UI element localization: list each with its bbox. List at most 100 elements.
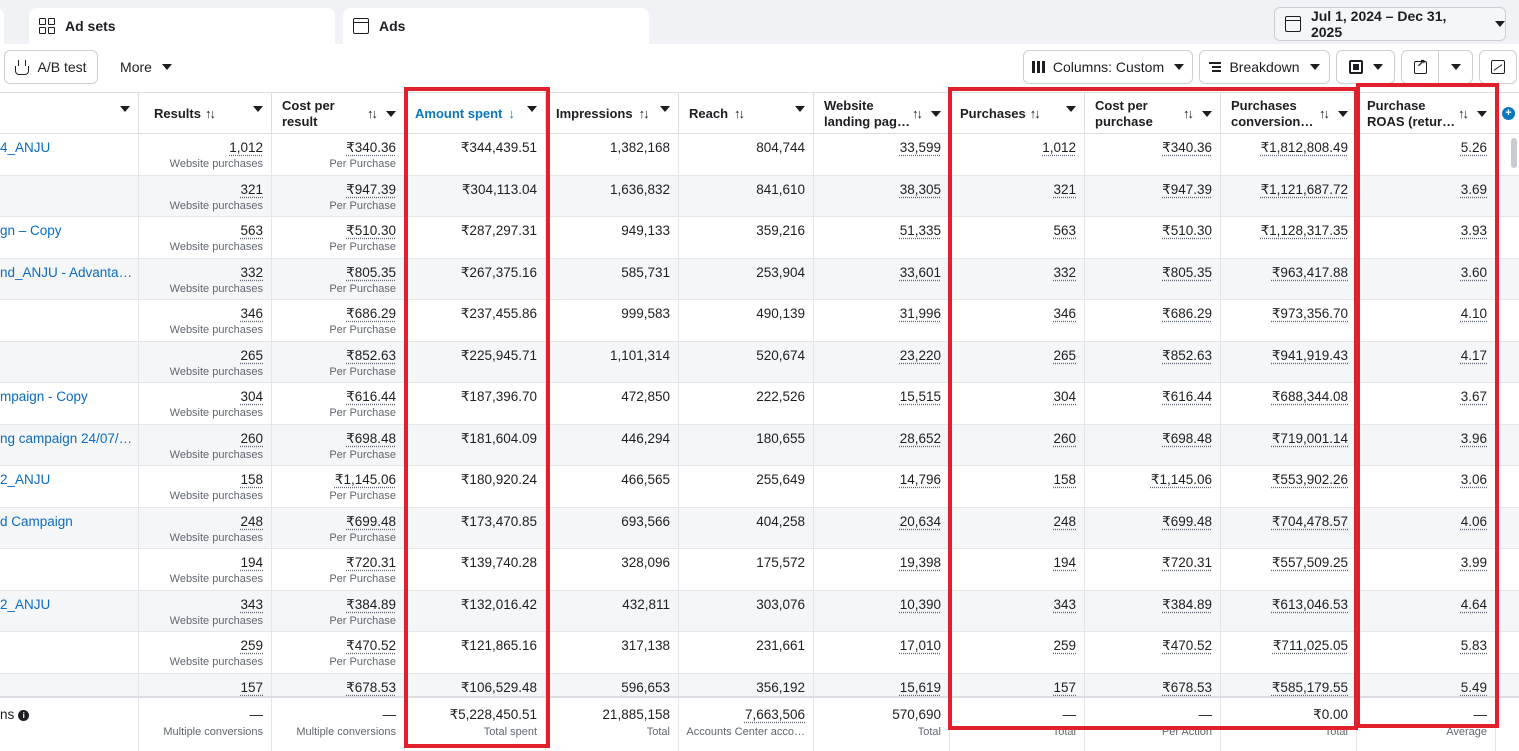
- reports-button[interactable]: [1336, 50, 1395, 84]
- chevron-down-icon[interactable]: [253, 106, 263, 112]
- purchases-value[interactable]: 343: [1053, 596, 1076, 612]
- landing-value[interactable]: 23,220: [899, 347, 941, 363]
- cpr-value[interactable]: ₹616.44: [346, 389, 396, 404]
- cpp-value[interactable]: ₹852.63: [1162, 347, 1212, 363]
- roas-value[interactable]: 3.93: [1460, 223, 1487, 238]
- cpr-value[interactable]: ₹852.63: [346, 347, 396, 363]
- table-row[interactable]: 321 Website purchases ₹947.39 Per Purchase ₹…: [0, 175, 1519, 217]
- tab-campaigns[interactable]: [0, 8, 4, 44]
- cpr-value[interactable]: ₹470.52: [346, 638, 396, 653]
- purchases-value[interactable]: 158: [1053, 472, 1076, 487]
- results-value[interactable]: 332: [240, 264, 263, 280]
- cpp-value[interactable]: ₹1,145.06: [1150, 472, 1212, 487]
- sort-icon[interactable]: ↑↓: [1029, 106, 1041, 121]
- table-row[interactable]: nd_ANJU - Advanta… 332 Website purchases ₹8…: [0, 258, 1519, 300]
- purchases-value[interactable]: 304: [1053, 389, 1076, 404]
- cpp-value[interactable]: ₹720.31: [1162, 555, 1212, 570]
- columns-button[interactable]: Columns: Custom: [1023, 50, 1193, 84]
- cpr-value[interactable]: ₹384.89: [346, 596, 396, 612]
- ad-name-link[interactable]: 2_ANJU: [0, 472, 51, 487]
- cpr-value[interactable]: ₹805.35: [346, 264, 396, 280]
- roas-value[interactable]: 3.60: [1460, 264, 1487, 280]
- landing-value[interactable]: 33,601: [899, 264, 941, 280]
- roas-value[interactable]: 3.96: [1460, 430, 1487, 446]
- roas-value[interactable]: 4.17: [1460, 347, 1487, 363]
- cpp-value[interactable]: ₹698.48: [1162, 430, 1212, 446]
- cpr-value[interactable]: ₹678.53: [346, 679, 396, 695]
- purchases-value[interactable]: 259: [1053, 638, 1076, 653]
- pcv-value[interactable]: ₹973,356.70: [1271, 306, 1348, 321]
- export-menu-button[interactable]: [1438, 50, 1473, 84]
- chevron-down-icon[interactable]: [1066, 106, 1076, 112]
- purchases-value[interactable]: 346: [1053, 306, 1076, 321]
- cpp-value[interactable]: ₹510.30: [1162, 223, 1212, 238]
- cpr-value[interactable]: ₹510.30: [346, 223, 396, 238]
- cpp-value[interactable]: ₹686.29: [1162, 306, 1212, 321]
- cpr-value[interactable]: ₹1,145.06: [334, 472, 396, 487]
- cpp-value[interactable]: ₹947.39: [1162, 181, 1212, 197]
- roas-value[interactable]: 5.83: [1460, 638, 1487, 653]
- landing-value[interactable]: 15,515: [899, 389, 941, 404]
- header-cost-per-result[interactable]: Cost per result ↑↓: [272, 93, 405, 134]
- table-row[interactable]: 194 Website purchases ₹720.31 Per Purchase ₹…: [0, 549, 1519, 591]
- more-button[interactable]: More: [110, 50, 182, 84]
- roas-value[interactable]: 4.10: [1460, 306, 1487, 321]
- landing-value[interactable]: 10,390: [899, 596, 941, 612]
- results-value[interactable]: 343: [240, 596, 263, 612]
- results-value[interactable]: 346: [240, 306, 263, 321]
- roas-value[interactable]: 3.69: [1460, 181, 1487, 197]
- results-value[interactable]: 158: [240, 472, 263, 487]
- landing-value[interactable]: 20,634: [899, 513, 941, 529]
- results-value[interactable]: 304: [240, 389, 263, 404]
- results-value[interactable]: 259: [240, 638, 263, 653]
- header-landing-page-views[interactable]: Website landing pag… ↑↓: [814, 93, 950, 134]
- purchases-value[interactable]: 563: [1053, 223, 1076, 238]
- roas-value[interactable]: 5.26: [1460, 140, 1487, 155]
- results-value[interactable]: 194: [240, 555, 263, 570]
- pcv-value[interactable]: ₹1,121,687.72: [1260, 181, 1348, 197]
- pcv-value[interactable]: ₹613,046.53: [1271, 596, 1348, 612]
- chevron-down-icon[interactable]: [120, 106, 130, 112]
- pcv-value[interactable]: ₹557,509.25: [1271, 555, 1348, 570]
- roas-value[interactable]: 4.06: [1460, 513, 1487, 529]
- table-row[interactable]: 2_ANJU 343 Website purchases ₹384.89 Per Pur…: [0, 590, 1519, 632]
- landing-value[interactable]: 15,619: [899, 679, 941, 695]
- chevron-down-icon[interactable]: [1202, 110, 1212, 117]
- ad-name-link[interactable]: gn – Copy: [0, 223, 62, 238]
- chevron-down-icon[interactable]: [795, 106, 805, 112]
- results-value[interactable]: 1,012: [229, 140, 263, 155]
- landing-value[interactable]: 19,398: [899, 555, 941, 570]
- cpr-value[interactable]: ₹699.48: [346, 513, 396, 529]
- roas-value[interactable]: 3.06: [1460, 472, 1487, 487]
- tab-ad-sets[interactable]: Ad sets: [29, 8, 335, 44]
- table-row[interactable]: 4_ANJU 1,012 Website purchases ₹340.36 Per P…: [0, 134, 1519, 176]
- table-row[interactable]: ng campaign 24/07/… 260 Website purchases ₹…: [0, 424, 1519, 466]
- landing-value[interactable]: 33,599: [899, 140, 941, 155]
- table-row[interactable]: 346 Website purchases ₹686.29 Per Purchase ₹…: [0, 300, 1519, 342]
- breakdown-button[interactable]: Breakdown: [1199, 50, 1330, 84]
- cpr-value[interactable]: ₹698.48: [346, 430, 396, 446]
- chevron-down-icon[interactable]: [386, 110, 396, 117]
- date-range-picker[interactable]: Jul 1, 2024 – Dec 31, 2025: [1274, 7, 1506, 41]
- pcv-value[interactable]: ₹704,478.57: [1271, 513, 1348, 529]
- results-value[interactable]: 265: [240, 347, 263, 363]
- landing-value[interactable]: 17,010: [899, 638, 941, 653]
- cpp-value[interactable]: ₹699.48: [1162, 513, 1212, 529]
- table-row[interactable]: 265 Website purchases ₹852.63 Per Purchase ₹…: [0, 341, 1519, 383]
- ad-name-link[interactable]: d Campaign: [0, 513, 73, 529]
- ab-test-button[interactable]: A/B test: [4, 50, 98, 84]
- pcv-value[interactable]: ₹688,344.08: [1271, 389, 1348, 404]
- roas-value[interactable]: 3.67: [1460, 389, 1487, 404]
- chevron-down-icon[interactable]: [527, 106, 537, 112]
- sort-icon[interactable]: ↑↓: [1183, 106, 1194, 121]
- vertical-scrollbar[interactable]: [1511, 138, 1517, 168]
- pcv-value[interactable]: ₹941,919.43: [1271, 347, 1348, 363]
- roas-value[interactable]: 5.49: [1460, 679, 1487, 695]
- header-name[interactable]: [0, 93, 139, 134]
- landing-value[interactable]: 38,305: [899, 181, 941, 197]
- header-amount-spent[interactable]: Amount spent ↓: [405, 93, 546, 134]
- sort-icon[interactable]: ↑↓: [1319, 106, 1330, 121]
- results-value[interactable]: 563: [240, 223, 263, 238]
- chevron-down-icon[interactable]: [931, 110, 941, 117]
- ad-name-link[interactable]: 2_ANJU: [0, 596, 51, 612]
